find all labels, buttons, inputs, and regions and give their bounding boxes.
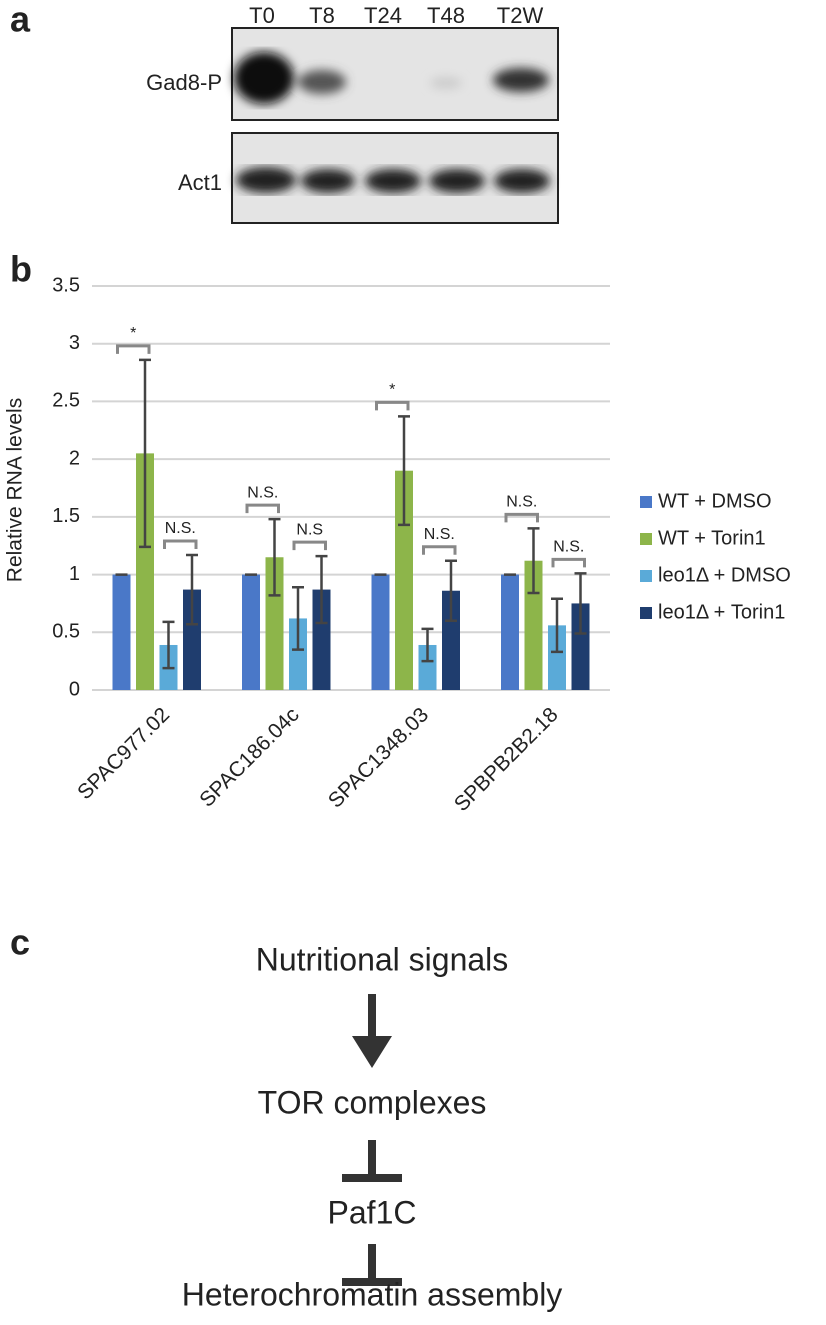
panel-label: b bbox=[10, 249, 32, 290]
inhibition bbox=[342, 1140, 402, 1182]
legend-label: WT + Torin1 bbox=[658, 527, 766, 549]
x-tick-label: SPAC977.02 bbox=[73, 703, 174, 804]
significance-bracket bbox=[422, 545, 457, 555]
bar bbox=[548, 625, 566, 690]
error-bar bbox=[315, 554, 328, 625]
significance-bracket bbox=[116, 344, 151, 354]
significance-bracket bbox=[245, 503, 280, 514]
y-axis-title: Relative RNA levels bbox=[4, 398, 27, 582]
bar bbox=[242, 574, 260, 690]
y-tick-label: 3 bbox=[69, 332, 80, 354]
error-bar bbox=[268, 517, 281, 597]
y-tick-label: 2 bbox=[69, 447, 80, 469]
significance-label: * bbox=[130, 325, 136, 342]
node: TOR complexes bbox=[258, 1084, 487, 1120]
node: Heterochromatin assembly bbox=[182, 1276, 563, 1312]
significance-label: N.S. bbox=[165, 520, 196, 537]
x-tick-label: SPBPB2B2.18 bbox=[450, 703, 563, 816]
error-bar bbox=[445, 559, 457, 622]
bar bbox=[418, 644, 437, 690]
y-tick-label: 1.5 bbox=[52, 505, 80, 527]
y-tick-label: 2.5 bbox=[52, 390, 80, 412]
arrow bbox=[352, 994, 392, 1068]
error-bar bbox=[186, 553, 198, 626]
chart: 0 0.5 1 1.5 2 2.5 3 3.5 * N.S. SPAC977.02 N.S. N.S SP… bbox=[52, 274, 791, 816]
bar bbox=[442, 590, 460, 690]
significance-bracket bbox=[292, 540, 327, 551]
significance-bracket bbox=[504, 512, 539, 523]
significance-bracket bbox=[551, 557, 586, 568]
error-bar bbox=[398, 415, 410, 527]
lane-label: T48 bbox=[427, 3, 465, 28]
error-bar bbox=[421, 627, 434, 663]
node: Paf1C bbox=[328, 1194, 417, 1230]
error-bar bbox=[551, 597, 563, 654]
panel-label: c bbox=[10, 922, 30, 963]
significance-label: * bbox=[389, 382, 395, 399]
bar bbox=[312, 589, 331, 690]
x-tick-label: SPAC186.04c bbox=[195, 703, 303, 811]
y-tick-label: 3.5 bbox=[52, 274, 80, 296]
significance-bracket bbox=[163, 539, 198, 549]
y-tick-label: 0.5 bbox=[52, 621, 80, 643]
bar bbox=[289, 618, 307, 690]
error-bar bbox=[162, 620, 175, 670]
significance-label: N.S. bbox=[424, 526, 455, 543]
significance-label: N.S. bbox=[247, 484, 278, 501]
bar bbox=[501, 574, 519, 690]
inhibition bbox=[342, 1244, 402, 1286]
y-tick-label: 0 bbox=[69, 678, 80, 700]
panel-label: a bbox=[10, 0, 31, 40]
significance-bracket bbox=[375, 400, 410, 411]
legend-swatch bbox=[640, 607, 652, 619]
blot bbox=[231, 27, 559, 224]
legend-label: leo1Δ + DMSO bbox=[658, 564, 791, 586]
lane-label: T8 bbox=[309, 3, 335, 28]
legend-label: WT + DMSO bbox=[658, 490, 772, 512]
bar bbox=[112, 574, 131, 690]
bar bbox=[183, 589, 201, 690]
significance-label: N.S. bbox=[553, 539, 584, 556]
significance-label: N.S bbox=[296, 521, 323, 538]
bar bbox=[371, 574, 390, 690]
significance-label: N.S. bbox=[506, 494, 537, 511]
legend-label: leo1Δ + Torin1 bbox=[658, 601, 785, 623]
legend-swatch bbox=[640, 533, 652, 545]
bar bbox=[136, 453, 154, 690]
error-bar bbox=[574, 572, 587, 635]
legend-swatch bbox=[640, 570, 652, 582]
error-bar bbox=[292, 586, 304, 651]
node: Nutritional signals bbox=[256, 941, 509, 977]
error-bar bbox=[527, 527, 540, 595]
legend-swatch bbox=[640, 496, 652, 508]
bar bbox=[571, 603, 590, 690]
x-tick-label: SPAC1348.03 bbox=[324, 703, 433, 812]
lane-label: T0 bbox=[249, 3, 275, 28]
lane-label: T2W bbox=[497, 3, 544, 28]
bar bbox=[265, 557, 284, 690]
lane-label: T24 bbox=[364, 3, 402, 28]
row-label: Gad8-P bbox=[146, 70, 222, 95]
y-tick-label: 1 bbox=[69, 563, 80, 585]
error-bar bbox=[139, 358, 151, 549]
row-label: Act1 bbox=[178, 170, 222, 195]
